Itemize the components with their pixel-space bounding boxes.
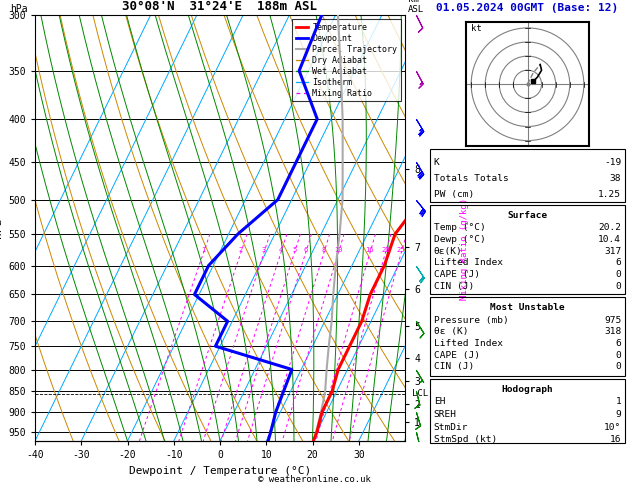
Y-axis label: hPa: hPa bbox=[0, 218, 3, 238]
Text: CAPE (J): CAPE (J) bbox=[434, 351, 480, 360]
Text: 6: 6 bbox=[615, 339, 621, 348]
Text: 38: 38 bbox=[610, 174, 621, 183]
Text: Most Unstable: Most Unstable bbox=[490, 303, 565, 312]
Text: 0: 0 bbox=[615, 351, 621, 360]
Text: 0: 0 bbox=[615, 282, 621, 291]
Text: PW (cm): PW (cm) bbox=[434, 190, 474, 199]
Text: Hodograph: Hodograph bbox=[501, 385, 554, 394]
Text: 975: 975 bbox=[604, 316, 621, 325]
Text: SREH: SREH bbox=[434, 410, 457, 419]
Text: 4: 4 bbox=[279, 247, 283, 253]
Text: 5: 5 bbox=[292, 247, 296, 253]
Text: 20: 20 bbox=[381, 247, 389, 253]
Text: LCL: LCL bbox=[413, 389, 428, 398]
Text: θε (K): θε (K) bbox=[434, 328, 468, 336]
Text: 10°: 10° bbox=[604, 423, 621, 432]
Text: 10.4: 10.4 bbox=[598, 235, 621, 244]
Text: 1.25: 1.25 bbox=[598, 190, 621, 199]
Text: 3: 3 bbox=[262, 247, 266, 253]
Text: Dewp (°C): Dewp (°C) bbox=[434, 235, 486, 244]
Text: CIN (J): CIN (J) bbox=[434, 363, 474, 371]
Text: 30°08'N  31°24'E  188m ASL: 30°08'N 31°24'E 188m ASL bbox=[123, 0, 318, 13]
Text: hPa: hPa bbox=[10, 4, 28, 14]
Text: EH: EH bbox=[434, 398, 445, 406]
Text: CAPE (J): CAPE (J) bbox=[434, 270, 480, 279]
Text: © weatheronline.co.uk: © weatheronline.co.uk bbox=[258, 474, 371, 484]
Text: 6: 6 bbox=[615, 259, 621, 267]
Text: 10: 10 bbox=[334, 247, 342, 253]
Text: StmDir: StmDir bbox=[434, 423, 468, 432]
Text: Temp (°C): Temp (°C) bbox=[434, 224, 486, 232]
Text: 0: 0 bbox=[615, 270, 621, 279]
Text: Mixing Ratio (g/kg): Mixing Ratio (g/kg) bbox=[460, 198, 469, 300]
Text: CIN (J): CIN (J) bbox=[434, 282, 474, 291]
Text: 9: 9 bbox=[615, 410, 621, 419]
Text: 1: 1 bbox=[615, 398, 621, 406]
Text: Surface: Surface bbox=[508, 211, 548, 220]
Text: Lifted Index: Lifted Index bbox=[434, 339, 503, 348]
Text: 20.2: 20.2 bbox=[598, 224, 621, 232]
Text: 01.05.2024 00GMT (Base: 12): 01.05.2024 00GMT (Base: 12) bbox=[437, 2, 619, 13]
Text: kt: kt bbox=[471, 24, 482, 33]
Text: 1: 1 bbox=[201, 247, 206, 253]
Text: 25: 25 bbox=[397, 247, 405, 253]
Text: km
ASL: km ASL bbox=[408, 0, 425, 14]
Text: -19: -19 bbox=[604, 158, 621, 167]
Text: Pressure (mb): Pressure (mb) bbox=[434, 316, 508, 325]
Text: 16: 16 bbox=[610, 435, 621, 444]
X-axis label: Dewpoint / Temperature (°C): Dewpoint / Temperature (°C) bbox=[129, 466, 311, 476]
Text: Lifted Index: Lifted Index bbox=[434, 259, 503, 267]
Text: 2: 2 bbox=[238, 247, 243, 253]
Text: 318: 318 bbox=[604, 328, 621, 336]
Text: θε(K): θε(K) bbox=[434, 247, 462, 256]
Text: 6: 6 bbox=[303, 247, 308, 253]
Text: 8: 8 bbox=[321, 247, 326, 253]
Text: StmSpd (kt): StmSpd (kt) bbox=[434, 435, 497, 444]
Text: 16: 16 bbox=[365, 247, 374, 253]
Text: Totals Totals: Totals Totals bbox=[434, 174, 508, 183]
Text: K: K bbox=[434, 158, 440, 167]
Legend: Temperature, Dewpoint, Parcel Trajectory, Dry Adiabat, Wet Adiabat, Isotherm, Mi: Temperature, Dewpoint, Parcel Trajectory… bbox=[292, 19, 401, 102]
Text: 317: 317 bbox=[604, 247, 621, 256]
Text: 0: 0 bbox=[615, 363, 621, 371]
